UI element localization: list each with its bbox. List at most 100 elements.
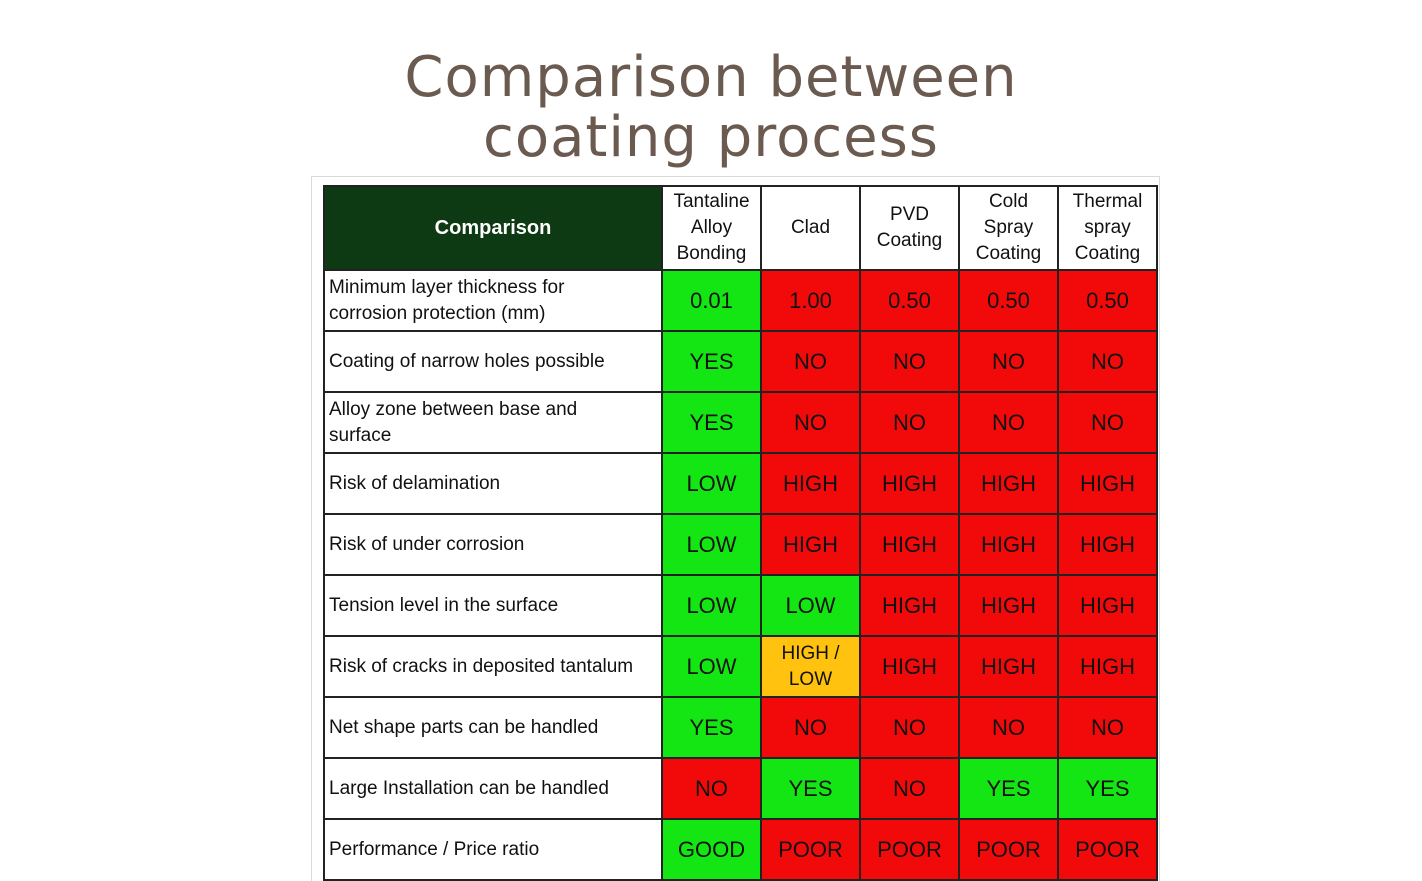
- row-label-line: Risk of delamination: [329, 472, 501, 494]
- table-cell: NO: [661, 757, 762, 820]
- row-label-line: Large Installation can be handled: [329, 777, 609, 799]
- row-label: Tension level in the surface: [323, 574, 663, 637]
- table-cell: HIGH: [1057, 635, 1158, 698]
- cell-line: LOW: [788, 668, 833, 690]
- header-comparison: Comparison: [323, 185, 663, 271]
- row-label: Alloy zone between base and surface: [323, 391, 663, 454]
- table-cell: HIGH: [859, 452, 960, 515]
- table-cell: YES: [958, 757, 1059, 820]
- table-cell: HIGH: [760, 452, 861, 515]
- header-line: Cold: [988, 191, 1029, 212]
- header-line: spray: [1084, 217, 1131, 238]
- table-row: Net shape parts can be handled YES NO NO…: [323, 696, 1158, 759]
- table-cell: YES: [1057, 757, 1158, 820]
- comparison-table: Comparison Tantaline Alloy Bonding Clad …: [323, 185, 1158, 881]
- table-cell: NO: [760, 696, 861, 759]
- table-cell: POOR: [958, 818, 1059, 881]
- table-cell: LOW: [661, 635, 762, 698]
- row-label-line: Performance / Price ratio: [329, 838, 540, 860]
- header-line: Clad: [790, 217, 831, 238]
- table-cell: POOR: [1057, 818, 1158, 881]
- cell-line: HIGH /: [781, 642, 840, 664]
- row-label: Large Installation can be handled: [323, 757, 663, 820]
- table-cell: NO: [859, 330, 960, 393]
- row-label: Risk of delamination: [323, 452, 663, 515]
- table-row: Risk of delamination LOW HIGH HIGH HIGH …: [323, 452, 1158, 515]
- table-row: Risk of under corrosion LOW HIGH HIGH HI…: [323, 513, 1158, 576]
- table-cell: YES: [661, 391, 762, 454]
- table-cell: HIGH: [760, 513, 861, 576]
- header-line: Bonding: [676, 243, 747, 264]
- table-cell: NO: [1057, 696, 1158, 759]
- slide-title-line2: coating process: [483, 105, 939, 170]
- table-cell: LOW: [760, 574, 861, 637]
- row-label-line: corrosion protection (mm): [329, 302, 546, 324]
- table-row: Tension level in the surface LOW LOW HIG…: [323, 574, 1158, 637]
- table-cell: LOW: [661, 574, 762, 637]
- row-label: Risk of cracks in deposited tantalum: [323, 635, 663, 698]
- table-cell: NO: [859, 696, 960, 759]
- table-cell: HIGH: [958, 635, 1059, 698]
- table-cell: 1.00: [760, 269, 861, 332]
- table-cell: HIGH: [958, 574, 1059, 637]
- row-label: Risk of under corrosion: [323, 513, 663, 576]
- table-cell: NO: [958, 330, 1059, 393]
- slide-title: Comparison between coating process: [0, 48, 1422, 168]
- header-line: Thermal: [1072, 191, 1143, 212]
- table-cell: NO: [958, 391, 1059, 454]
- table-cell: HIGH: [859, 635, 960, 698]
- row-label-line: Alloy zone between base and: [329, 398, 578, 420]
- table-cell: NO: [760, 330, 861, 393]
- header-thermal-spray-coating: Thermal spray Coating: [1057, 185, 1158, 271]
- row-label: Performance / Price ratio: [323, 818, 663, 881]
- table-cell: 0.50: [1057, 269, 1158, 332]
- row-label-line: Risk of under corrosion: [329, 533, 525, 555]
- table-cell: YES: [661, 330, 762, 393]
- table-cell: NO: [859, 757, 960, 820]
- table-row: Minimum layer thickness for corrosion pr…: [323, 269, 1158, 332]
- table-cell: YES: [661, 696, 762, 759]
- row-label-line: Risk of cracks in deposited tantalum: [329, 655, 634, 677]
- row-label-line: Tension level in the surface: [329, 594, 559, 616]
- header-cold-spray-coating: Cold Spray Coating: [958, 185, 1059, 271]
- table-cell: HIGH: [1057, 574, 1158, 637]
- table-cell: HIGH: [859, 574, 960, 637]
- header-pvd-coating: PVD Coating: [859, 185, 960, 271]
- table-cell: 0.50: [859, 269, 960, 332]
- table-cell: LOW: [661, 452, 762, 515]
- row-label-line: Net shape parts can be handled: [329, 716, 599, 738]
- table-cell: 0.50: [958, 269, 1059, 332]
- header-line: Coating: [1074, 243, 1141, 264]
- table-cell: POOR: [760, 818, 861, 881]
- table-cell: HIGH: [1057, 513, 1158, 576]
- table-cell: HIGH: [859, 513, 960, 576]
- row-label-line: Minimum layer thickness for: [329, 276, 565, 298]
- table-cell: HIGH / LOW: [760, 635, 861, 698]
- row-label: Net shape parts can be handled: [323, 696, 663, 759]
- table-row: Performance / Price ratio GOOD POOR POOR…: [323, 818, 1158, 881]
- header-line: PVD: [889, 204, 930, 225]
- table-cell: YES: [760, 757, 861, 820]
- header-tantaline-alloy-bonding: Tantaline Alloy Bonding: [661, 185, 762, 271]
- table-row: Risk of cracks in deposited tantalum LOW…: [323, 635, 1158, 698]
- table-frame: [311, 176, 1160, 881]
- header-line: Tantaline: [673, 191, 750, 212]
- header-line: Alloy: [690, 217, 733, 238]
- table-cell: LOW: [661, 513, 762, 576]
- slide-title-line1: Comparison between: [404, 45, 1018, 110]
- table-cell: NO: [1057, 391, 1158, 454]
- table-cell: POOR: [859, 818, 960, 881]
- header-line: Coating: [975, 243, 1042, 264]
- table-cell: HIGH: [958, 513, 1059, 576]
- header-line: Spray: [983, 217, 1034, 238]
- row-label: Minimum layer thickness for corrosion pr…: [323, 269, 663, 332]
- table-cell: 0.01: [661, 269, 762, 332]
- row-label: Coating of narrow holes possible: [323, 330, 663, 393]
- header-line: Coating: [876, 230, 943, 251]
- table-cell: HIGH: [958, 452, 1059, 515]
- table-cell: NO: [1057, 330, 1158, 393]
- header-row: Comparison Tantaline Alloy Bonding Clad …: [323, 185, 1158, 271]
- table-row: Alloy zone between base and surface YES …: [323, 391, 1158, 454]
- table-row: Coating of narrow holes possible YES NO …: [323, 330, 1158, 393]
- table-cell: NO: [859, 391, 960, 454]
